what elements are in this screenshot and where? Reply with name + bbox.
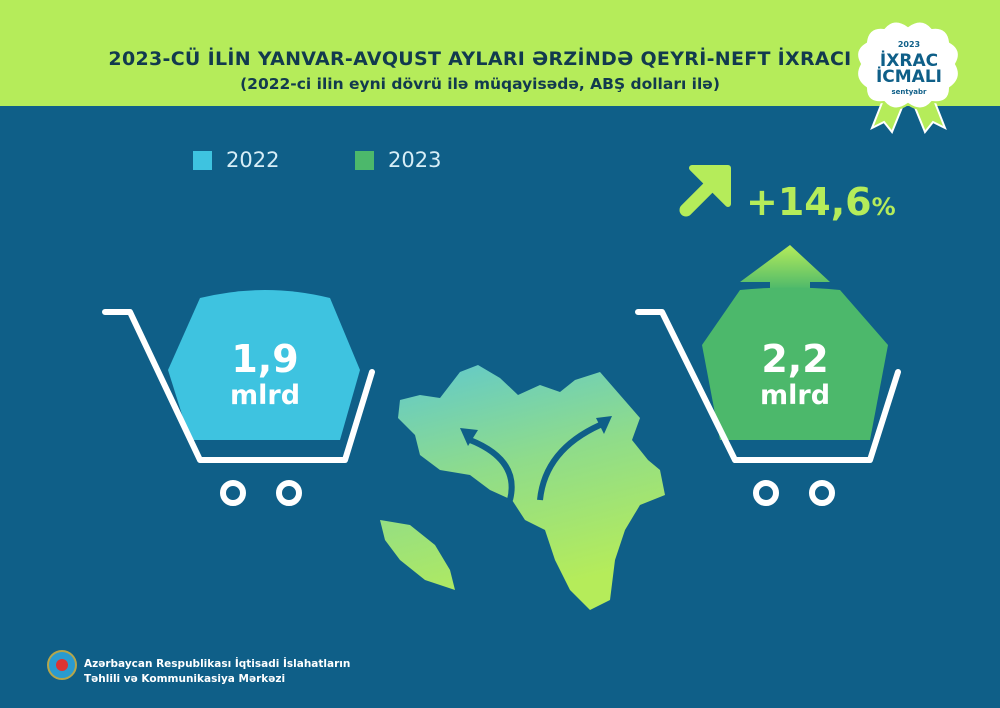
up-arrow: [740, 245, 830, 290]
emblem-logo: [47, 650, 77, 680]
bar-2023: [702, 287, 888, 440]
header-band: [0, 0, 1000, 106]
badge-seal: 2023 İXRAC İCMALI sentyabr: [856, 20, 960, 134]
legend-swatch: [193, 150, 212, 170]
page-subtitle: (2022-ci ilin eyni dövrü ilə müqayisədə,…: [240, 75, 720, 93]
value-label-2023: 2,2 mlrd: [735, 340, 855, 409]
badge-month: sentyabr: [892, 88, 928, 96]
cart-2022: [102, 290, 375, 506]
value-number: 2,2: [761, 337, 829, 381]
page-title: 2023-CÜ İLİN YANVAR-AVQUST AYLARI ƏRZİND…: [108, 48, 852, 70]
legend-item-2022: 2022: [193, 148, 279, 172]
badge-year: 2023: [898, 40, 920, 49]
map-arrow-left: [468, 437, 515, 501]
change-unit: %: [871, 193, 896, 221]
wheel-icon: [753, 480, 779, 506]
bar-2022: [168, 290, 360, 440]
wheel-icon: [276, 480, 302, 506]
legend-item-2023: 2023: [355, 148, 441, 172]
footer-line1: Azərbaycan Respublikası İqtisadi İslahat…: [84, 658, 351, 670]
growth-arrow-icon: [679, 165, 731, 217]
wheel-icon: [220, 480, 246, 506]
value-label-2022: 1,9 mlrd: [205, 340, 325, 409]
badge-line2: İCMALI: [876, 65, 942, 87]
value-number: 1,9: [231, 337, 299, 381]
azerbaijan-map: [380, 365, 665, 610]
value-unit: mlrd: [229, 380, 301, 411]
cart-2023: [635, 245, 901, 506]
badge-line1: İXRAC: [880, 49, 938, 71]
footer-line2: Təhlili və Kommunikasiya Mərkəzi: [84, 673, 286, 685]
wheel-icon: [809, 480, 835, 506]
change-value: +14,6: [746, 180, 872, 224]
legend-swatch: [355, 150, 374, 170]
map-arrow-right: [537, 422, 602, 501]
legend-label: 2022: [226, 148, 280, 172]
legend-label: 2023: [388, 148, 442, 172]
footer-organization: Azərbaycan Respublikası İqtisadi İslahat…: [84, 657, 350, 687]
value-unit: mlrd: [759, 380, 831, 411]
change-percent: +14,6%: [746, 180, 896, 224]
